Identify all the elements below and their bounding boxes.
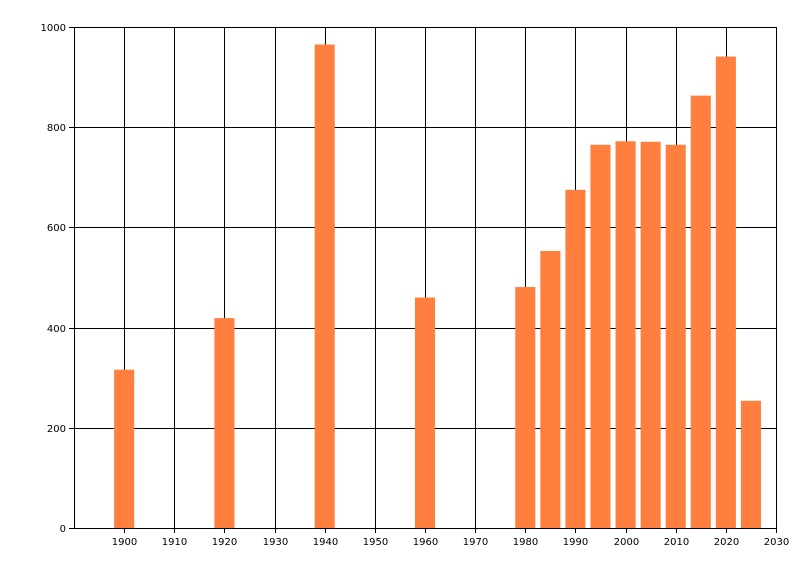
y-tick-label: 800 <box>47 123 66 134</box>
x-tick-label: 1920 <box>212 537 237 548</box>
y-tick-labels: 0 200 400 600 800 1000 <box>41 23 66 535</box>
x-tick-label: 1940 <box>313 537 338 548</box>
bar <box>665 144 686 529</box>
bar <box>114 369 135 528</box>
bar <box>540 250 561 528</box>
x-tick-label: 2000 <box>614 537 639 548</box>
bar <box>590 144 611 529</box>
bar <box>615 141 636 529</box>
bar <box>414 297 436 528</box>
y-tick-label: 400 <box>47 324 66 335</box>
y-tick-label: 200 <box>47 424 66 435</box>
bar <box>640 141 661 529</box>
bar <box>690 95 711 528</box>
x-tick-label: 1950 <box>363 537 388 548</box>
x-tick-label: 1930 <box>263 537 288 548</box>
x-tick-label: 1990 <box>563 537 588 548</box>
y-tick-label: 600 <box>47 223 66 234</box>
y-tick-label: 1000 <box>41 23 66 34</box>
x-tick-label: 2030 <box>764 537 789 548</box>
x-tick-labels: 1900 1910 1920 1930 1940 1950 1960 1970 1980 1990… <box>112 537 789 548</box>
axes <box>69 27 777 533</box>
y-tick-label: 0 <box>60 524 66 535</box>
bars <box>114 44 761 529</box>
bar <box>314 44 335 528</box>
bar <box>565 189 586 528</box>
x-tick-label: 1980 <box>513 537 538 548</box>
x-tick-label: 2010 <box>664 537 689 548</box>
bar <box>515 287 536 528</box>
x-tick-label: 1900 <box>112 537 137 548</box>
bar <box>715 56 736 529</box>
bar <box>740 400 761 528</box>
x-tick-label: 1960 <box>413 537 438 548</box>
x-tick-label: 1970 <box>463 537 488 548</box>
bar <box>214 318 235 528</box>
x-tick-label: 1910 <box>162 537 187 548</box>
x-tick-label: 2020 <box>714 537 739 548</box>
